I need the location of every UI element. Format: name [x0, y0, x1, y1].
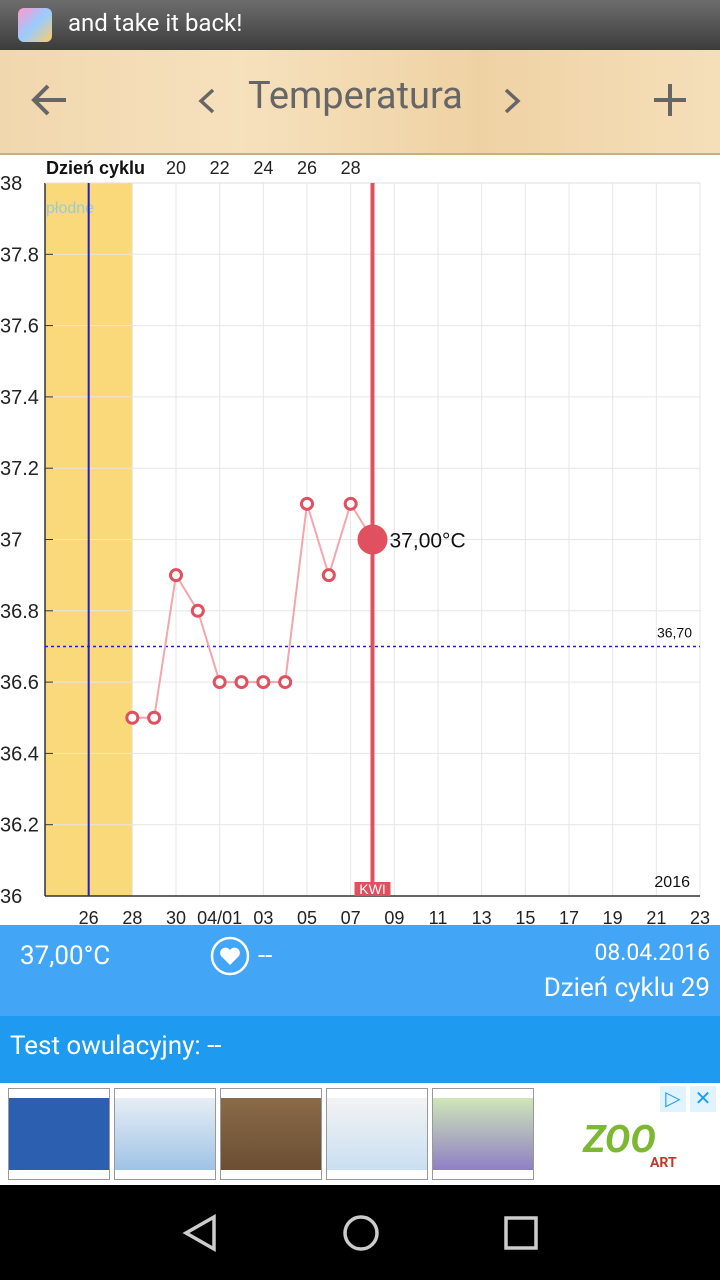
y-tick-label: 36.6	[0, 672, 39, 694]
x-tick-label: 28	[122, 908, 142, 925]
point	[169, 568, 183, 583]
selected-point	[357, 524, 388, 555]
y-tick-label: 37.2	[0, 458, 39, 480]
x-tick-label: 19	[603, 908, 623, 925]
y-tick-label: 37.8	[0, 244, 39, 266]
ovulation-test: Test owulacyjny: --	[10, 1031, 222, 1061]
top-tick-label: 28	[341, 158, 361, 178]
notification-text: and take it back!	[68, 9, 243, 37]
toolbar-title: Temperatura	[248, 74, 463, 118]
point	[256, 675, 271, 690]
toolbar: Temperatura	[0, 50, 720, 155]
top-tick-label: 26	[297, 158, 317, 178]
temperature-value: 37,00°C	[20, 941, 111, 971]
y-tick-label: 36.2	[0, 815, 39, 837]
month-box	[354, 882, 391, 896]
x-tick-label: 11	[429, 908, 448, 925]
point	[125, 710, 140, 725]
point	[212, 675, 227, 690]
chart: płodne 36 36.2 36.4 36.6 36.8 37 37.2 37.4 37.6 37…	[0, 158, 710, 925]
x-tick-label: 26	[79, 908, 99, 925]
point	[321, 568, 336, 583]
point	[234, 675, 249, 690]
ad-banner[interactable]: ZOO ART ▷ ✕	[0, 1083, 720, 1185]
y-tick-label: 36.4	[0, 743, 39, 765]
nav-back[interactable]	[180, 1213, 220, 1253]
ad-product[interactable]	[220, 1088, 322, 1180]
heart-button[interactable]	[210, 936, 250, 976]
point	[147, 710, 162, 725]
date: 08.04.2016	[594, 939, 710, 966]
month-label: KWI	[359, 881, 385, 897]
status-bar: and take it back!	[0, 0, 720, 50]
info-panel: 37,00°C -- 08.04.2016 Dzień cyklu 29	[0, 925, 720, 1016]
x-tick-label: 21	[646, 908, 666, 925]
heart-value: --	[258, 941, 273, 971]
next-button[interactable]	[500, 86, 524, 116]
ad-product[interactable]	[114, 1088, 216, 1180]
x-tick-label: 03	[253, 908, 273, 925]
y-tick-label: 36	[0, 886, 22, 908]
point	[190, 603, 205, 618]
point	[300, 496, 314, 511]
ad-brand-sub: ART	[650, 1155, 677, 1171]
nav-recent[interactable]	[503, 1215, 539, 1251]
top-tick-label: 20	[166, 158, 186, 178]
ovulation-row[interactable]: Test owulacyjny: --	[0, 1016, 720, 1083]
app-icon	[18, 8, 52, 42]
x-tick-label: 17	[559, 908, 579, 925]
year-label: 2016	[654, 874, 690, 891]
y-tick-label: 36.8	[0, 601, 39, 623]
nav-bar	[0, 1185, 720, 1280]
y-tick-label: 37.6	[0, 316, 39, 338]
ad-product[interactable]	[326, 1088, 428, 1180]
x-tick-label: 13	[472, 908, 492, 925]
ad-close[interactable]: ✕	[690, 1086, 716, 1112]
top-tick-label: 22	[210, 158, 230, 178]
ad-choices[interactable]: ▷	[660, 1086, 686, 1112]
back-button[interactable]	[30, 80, 70, 120]
ad-product[interactable]	[8, 1088, 110, 1180]
y-tick-label: 38	[0, 173, 22, 195]
value-label: 37,00°C	[390, 530, 466, 553]
x-tick-label: 23	[690, 908, 710, 925]
add-button[interactable]	[652, 82, 688, 118]
temperature-line	[132, 501, 374, 719]
fertile-label: płodne	[46, 200, 94, 217]
x-tick-label: 07	[341, 908, 361, 925]
x-tick-label: 15	[515, 908, 535, 925]
y-tick-label: 37	[0, 530, 22, 552]
top-axis-title: Dzień cyklu	[46, 158, 145, 178]
ad-brand: ZOO	[583, 1118, 656, 1162]
point	[343, 496, 358, 511]
ad-product[interactable]	[432, 1088, 534, 1180]
x-tick-label: 05	[297, 908, 317, 925]
average-label: 36,70	[657, 624, 692, 640]
prev-button[interactable]	[195, 86, 219, 116]
x-tick-label: 30	[166, 908, 186, 925]
point	[278, 675, 293, 690]
nav-home[interactable]	[341, 1213, 381, 1253]
cycle-day: Dzień cyklu 29	[543, 973, 710, 1003]
top-tick-label: 24	[253, 158, 273, 178]
x-tick-label: 04/01	[197, 908, 242, 925]
y-tick-label: 37.4	[0, 387, 39, 409]
x-tick-label: 09	[384, 908, 404, 925]
